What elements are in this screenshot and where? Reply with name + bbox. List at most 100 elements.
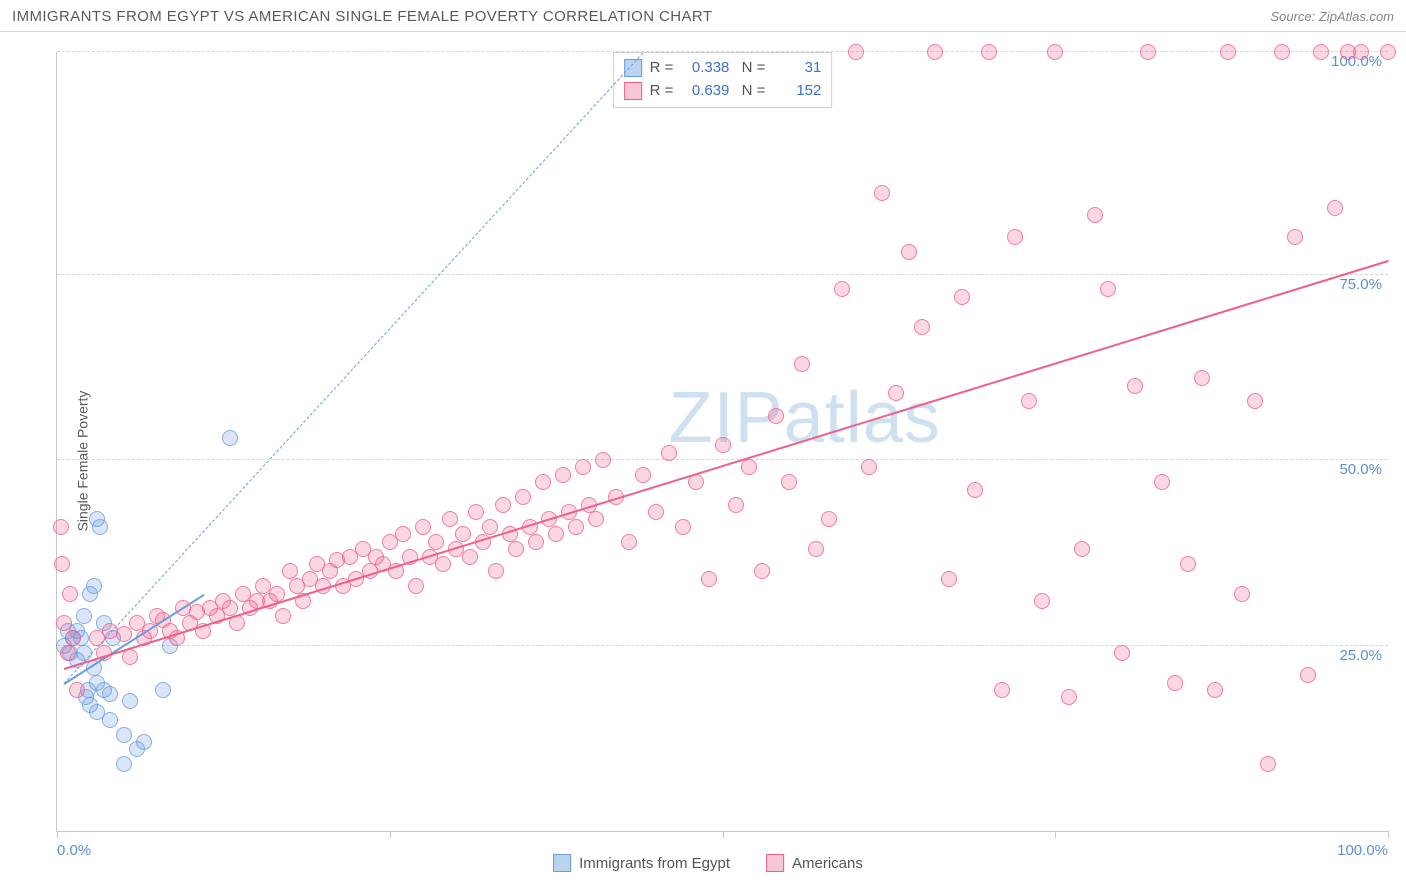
data-point bbox=[54, 556, 70, 572]
data-point bbox=[1047, 44, 1063, 60]
data-point bbox=[794, 356, 810, 372]
data-point bbox=[954, 289, 970, 305]
legend-swatch-1 bbox=[624, 82, 642, 100]
series-legend: Immigrants from Egypt Americans bbox=[553, 854, 863, 872]
legend-row-series-0: R = 0.338 N = 31 bbox=[624, 57, 822, 80]
data-point bbox=[661, 445, 677, 461]
data-point bbox=[1167, 675, 1183, 691]
data-point bbox=[1021, 393, 1037, 409]
data-point bbox=[1274, 44, 1290, 60]
data-point bbox=[568, 519, 584, 535]
data-point bbox=[222, 430, 238, 446]
trend-line bbox=[63, 260, 1388, 670]
y-tick-label: 50.0% bbox=[1339, 461, 1382, 478]
data-point bbox=[395, 526, 411, 542]
legend-r-value-1: 0.639 bbox=[681, 80, 729, 103]
data-point bbox=[927, 44, 943, 60]
data-point bbox=[102, 712, 118, 728]
data-point bbox=[415, 519, 431, 535]
data-point bbox=[1180, 556, 1196, 572]
data-point bbox=[994, 682, 1010, 698]
data-point bbox=[1127, 378, 1143, 394]
data-point bbox=[482, 519, 498, 535]
chart-title: IMMIGRANTS FROM EGYPT VS AMERICAN SINGLE… bbox=[12, 8, 712, 25]
legend-label-0: Immigrants from Egypt bbox=[579, 855, 730, 872]
data-point bbox=[768, 408, 784, 424]
data-point bbox=[1260, 756, 1276, 772]
correlation-legend: R = 0.338 N = 31 R = 0.639 N = 152 bbox=[613, 52, 833, 108]
data-point bbox=[76, 608, 92, 624]
data-point bbox=[428, 534, 444, 550]
gridline bbox=[57, 274, 1388, 275]
data-point bbox=[1194, 370, 1210, 386]
data-point bbox=[122, 693, 138, 709]
data-point bbox=[1074, 541, 1090, 557]
data-point bbox=[1353, 44, 1369, 60]
x-tick bbox=[723, 831, 724, 838]
data-point bbox=[1100, 281, 1116, 297]
data-point bbox=[69, 682, 85, 698]
legend-n-value-1: 152 bbox=[773, 80, 821, 103]
x-tick bbox=[57, 831, 58, 838]
chart-area: Single Female Poverty ZIPatlas R = 0.338… bbox=[18, 40, 1398, 882]
data-point bbox=[981, 44, 997, 60]
data-point bbox=[901, 244, 917, 260]
data-point bbox=[754, 563, 770, 579]
y-tick-label: 75.0% bbox=[1339, 276, 1382, 293]
title-bar: IMMIGRANTS FROM EGYPT VS AMERICAN SINGLE… bbox=[0, 0, 1406, 32]
data-point bbox=[86, 578, 102, 594]
x-tick-label: 100.0% bbox=[1337, 842, 1388, 859]
data-point bbox=[53, 519, 69, 535]
data-point bbox=[1207, 682, 1223, 698]
data-point bbox=[575, 459, 591, 475]
data-point bbox=[701, 571, 717, 587]
data-point bbox=[269, 586, 285, 602]
legend-item-0: Immigrants from Egypt bbox=[553, 854, 730, 872]
data-point bbox=[1313, 44, 1329, 60]
gridline bbox=[57, 51, 1388, 52]
data-point bbox=[60, 645, 76, 661]
data-point bbox=[621, 534, 637, 550]
plot-area: ZIPatlas R = 0.338 N = 31 R = 0.639 N = … bbox=[56, 52, 1388, 832]
data-point bbox=[1380, 44, 1396, 60]
x-tick bbox=[390, 831, 391, 838]
data-point bbox=[136, 734, 152, 750]
reference-line bbox=[63, 52, 643, 683]
data-point bbox=[282, 563, 298, 579]
data-point bbox=[1140, 44, 1156, 60]
data-point bbox=[102, 686, 118, 702]
data-point bbox=[1114, 645, 1130, 661]
data-point bbox=[1061, 689, 1077, 705]
legend-r-label: R = bbox=[650, 57, 674, 80]
gridline bbox=[57, 459, 1388, 460]
data-point bbox=[1034, 593, 1050, 609]
data-point bbox=[508, 541, 524, 557]
data-point bbox=[941, 571, 957, 587]
data-point bbox=[728, 497, 744, 513]
data-point bbox=[65, 630, 81, 646]
data-point bbox=[675, 519, 691, 535]
data-point bbox=[1087, 207, 1103, 223]
legend-r-label: R = bbox=[650, 80, 674, 103]
data-point bbox=[588, 511, 604, 527]
data-point bbox=[62, 586, 78, 602]
data-point bbox=[874, 185, 890, 201]
data-point bbox=[808, 541, 824, 557]
watermark-light: atlas bbox=[784, 378, 941, 458]
data-point bbox=[408, 578, 424, 594]
data-point bbox=[1247, 393, 1263, 409]
gridline bbox=[57, 645, 1388, 646]
data-point bbox=[495, 497, 511, 513]
data-point bbox=[462, 549, 478, 565]
source-label: Source: ZipAtlas.com bbox=[1270, 9, 1394, 24]
legend-row-series-1: R = 0.639 N = 152 bbox=[624, 80, 822, 103]
data-point bbox=[888, 385, 904, 401]
data-point bbox=[528, 534, 544, 550]
data-point bbox=[741, 459, 757, 475]
data-point bbox=[648, 504, 664, 520]
data-point bbox=[92, 519, 108, 535]
legend-n-label: N = bbox=[737, 80, 765, 103]
data-point bbox=[1300, 667, 1316, 683]
legend-r-value-0: 0.338 bbox=[681, 57, 729, 80]
data-point bbox=[468, 504, 484, 520]
